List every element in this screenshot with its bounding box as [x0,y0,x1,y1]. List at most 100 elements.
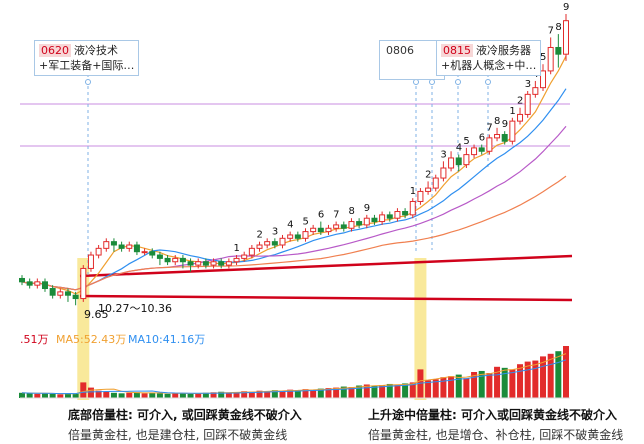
volume-bar-5 [57,394,64,398]
candle-body-14 [126,244,133,249]
wave-count-label-3: 4 [287,220,293,231]
wave-count-label-17: 9 [502,119,508,130]
wave-count-label-1: 2 [257,230,263,241]
callout-0620[interactable]: 0620 液冷技术 +军工装备+国际… [34,40,140,76]
volume-bar-50 [402,383,409,398]
volume-bar-25 [210,392,217,398]
volume-bar-33 [271,390,278,398]
volume-bar-66 [524,361,531,398]
volume-bar-40 [325,388,332,398]
wave-count-label-8: 9 [364,203,370,214]
volume-bar-56 [448,376,455,398]
candle-body-47 [379,214,386,223]
callout-0815-line2: +机器人概念+中… [441,59,537,72]
volume-bar-62 [494,366,501,398]
candle-body-53 [425,187,432,192]
volume-bar-10 [95,390,102,398]
candle-body-28 [233,257,240,263]
price-low-label: 9.65 [84,308,109,321]
volume-bar-64 [509,369,516,398]
candle-body-66 [524,93,531,115]
volume-bar-20 [172,393,179,398]
wave-count-label-7: 8 [348,206,354,217]
volume-bar-48 [386,383,393,398]
volume-ma5-line [21,353,567,395]
wave-count-label-18: 1 [509,106,515,117]
wave-count-label-16: 8 [494,116,500,127]
candle-body-40 [325,227,332,233]
caption-1-subtitle: 倍量黄金柱, 也是建仓柱, 回踩不破黄金线 [68,428,288,442]
volume-bar-32 [264,391,271,398]
candle-body-11 [103,241,110,249]
wave-count-label-15: 7 [486,123,492,134]
volume-bar-14 [126,392,133,398]
volume-bar-51 [409,382,416,398]
caption-2-subtitle: 倍量黄金柱, 也是增仓、补仓柱, 回踩不破黄金线 [368,428,624,442]
volume-bar-27 [225,392,232,398]
volume-bar-70 [555,351,562,398]
candle-body-19 [164,257,171,263]
candle-body-68 [540,70,547,89]
candle-body-3 [41,281,48,290]
candle-body-1 [26,281,33,286]
candle-body-63 [501,134,508,142]
volume-bar-57 [455,374,462,398]
candle-body-51 [409,200,416,216]
candle-body-15 [133,244,140,253]
volume-bar-3 [41,393,48,398]
candle-body-10 [95,247,102,256]
volume-legend-ma10: MA10:41.16万 [128,333,205,346]
volume-bar-52 [417,369,424,398]
stock-code-0806: 0806 [386,44,414,57]
volume-bar-55 [440,377,447,398]
callout-anchor-5 [485,79,491,85]
gold-line-2 [79,294,573,302]
wave-count-label-10: 2 [425,169,431,180]
wave-count-label-19: 2 [517,96,523,107]
candle-body-18 [156,254,163,259]
volume-bar-49 [394,384,401,398]
wave-count-label-24: 8 [555,22,561,33]
ma40-line [21,175,567,291]
volume-bar-28 [233,392,240,398]
volume-bar-29 [241,391,248,398]
volume-bar-38 [310,389,317,398]
volume-bar-67 [532,360,539,398]
candle-body-8 [80,267,87,300]
callout-0806[interactable]: 0806 [379,40,445,80]
candle-body-31 [256,244,263,249]
caption-2-title: 上升途中倍量柱: 可介入或回踩黄金线不破介入 [368,408,617,422]
candle-body-36 [294,234,301,239]
volume-bar-54 [432,379,439,398]
wave-count-label-4: 5 [302,216,308,227]
volume-bar-44 [356,385,363,398]
volume-bar-41 [333,387,340,398]
ma5-line [21,55,567,295]
volume-bar-26 [218,391,225,398]
volume-bar-4 [49,393,56,398]
callout-anchor-4 [455,79,461,85]
volume-bar-30 [248,391,255,398]
candle-body-57 [455,157,462,166]
volume-bar-11 [103,391,110,398]
wave-count-label-5: 6 [318,210,324,221]
caption-1-title: 底部倍量柱: 可介入, 或回踩黄金线不破介入 [68,408,302,422]
candle-body-37 [302,231,309,239]
candle-body-2 [34,281,41,286]
volume-bar-71 [563,346,569,398]
candle-body-64 [509,120,516,142]
candle-body-60 [478,147,485,152]
highlight-band-2 [414,258,427,400]
volume-bar-61 [486,373,493,398]
callout-0815[interactable]: 0815 液冷服务器 +机器人概念+中… [436,40,542,76]
candle-body-42 [340,224,347,229]
wave-count-label-2: 3 [272,226,278,237]
candle-body-6 [64,291,71,296]
candle-body-50 [402,211,409,216]
candle-body-17 [149,251,156,256]
candle-body-24 [202,261,209,266]
volume-bar-60 [478,370,485,398]
candle-body-21 [179,257,186,263]
candle-body-56 [448,157,455,169]
candle-body-35 [287,234,294,239]
